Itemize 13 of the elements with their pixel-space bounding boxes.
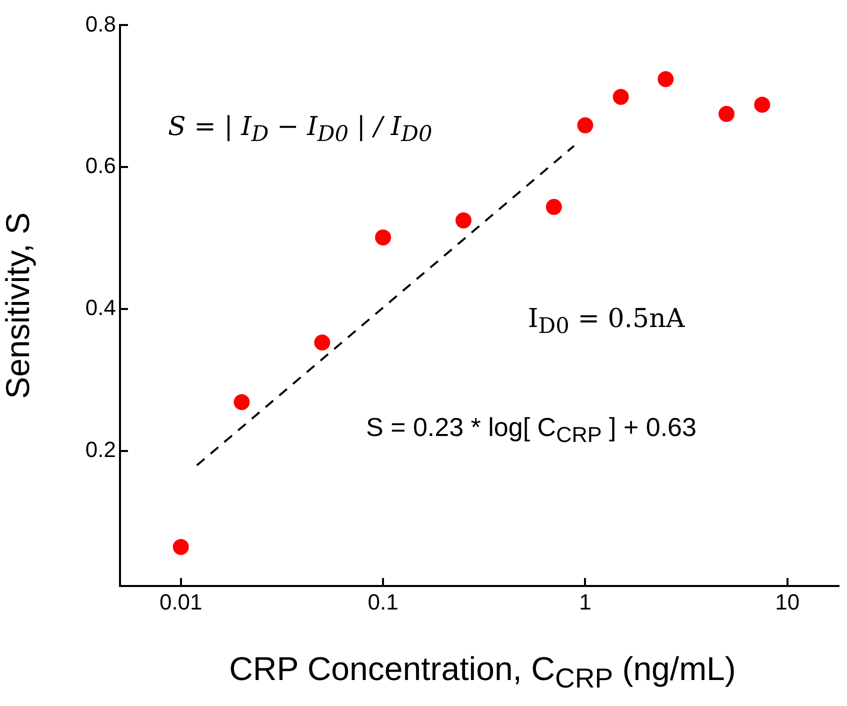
x-axis-title: CRP Concentration, C$_{CRP}$ (ng/mL) xyxy=(228,650,737,695)
x-tick-label: 0.1 xyxy=(368,589,398,614)
x-tick-label: 10 xyxy=(775,589,800,614)
x-tick-label: 0.01 xyxy=(159,589,202,614)
annotation: I$_{D0}$ = 0.5nA xyxy=(528,304,685,340)
annotation: S = 0.23 * log[ C$_{CRP}$ ] + 0.63 xyxy=(366,412,696,448)
y-tick-label: 0.8 xyxy=(85,11,116,36)
y-tick-label: 0.6 xyxy=(85,153,116,178)
x-tick-label: 1 xyxy=(579,589,592,614)
y-tick-label: 0.4 xyxy=(85,295,116,320)
y-axis-title: Sensitivity, S xyxy=(0,212,36,399)
y-tick-label: 0.2 xyxy=(85,437,116,462)
annotation: S = | I$_{D}$ − I$_{D0}$ | / I$_{D0}$ xyxy=(168,112,432,148)
